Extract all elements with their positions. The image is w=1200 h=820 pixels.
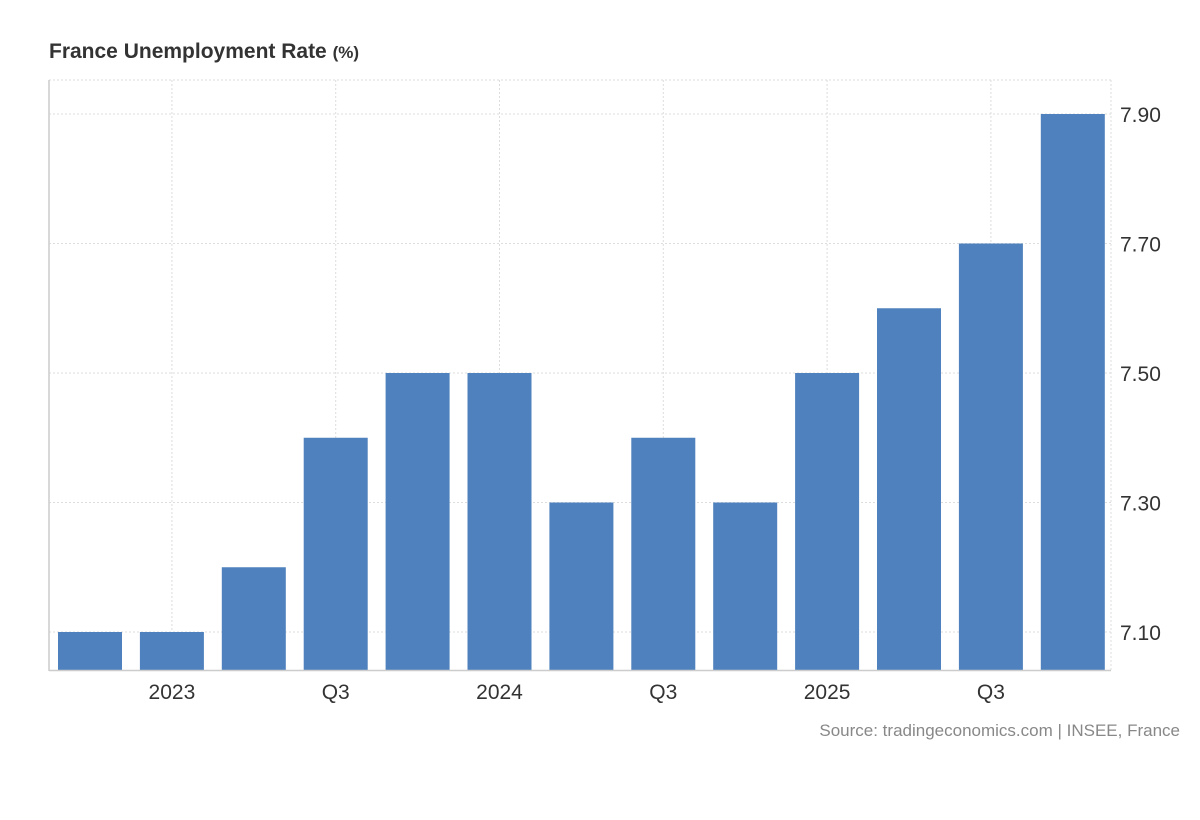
bar-q3-2024	[631, 437, 696, 670]
bar-q4-2024	[713, 502, 778, 670]
bar-q4-2022	[58, 632, 122, 670]
y-tick-label: 7.50	[1120, 363, 1161, 386]
bar-q1-2023	[139, 632, 204, 670]
y-tick-label: 7.90	[1120, 104, 1161, 127]
x-tick-label: 2023	[149, 681, 196, 704]
bar-q3-2025	[958, 243, 1023, 670]
bar-q2-2023	[221, 567, 286, 670]
bar-q4-2025	[1040, 114, 1105, 670]
bar-q1-2024	[467, 373, 532, 670]
bar-q2-2024	[549, 502, 614, 670]
x-tick-label: Q3	[649, 681, 677, 704]
title-text: France Unemployment Rate	[49, 40, 327, 63]
x-tick-label: Q3	[977, 681, 1005, 704]
bar-q4-2023	[385, 373, 450, 670]
x-tick-label: 2024	[476, 681, 523, 704]
x-tick-label: Q3	[322, 681, 350, 704]
y-tick-label: 7.70	[1120, 234, 1161, 257]
chart-title: France Unemployment Rate (%)	[49, 40, 359, 64]
bar-q2-2025	[877, 308, 941, 670]
y-tick-label: 7.30	[1120, 493, 1161, 516]
y-tick-label: 7.10	[1120, 622, 1161, 645]
source-note: Source: tradingeconomics.com | INSEE, Fr…	[819, 721, 1180, 740]
bar-q3-2023	[303, 437, 368, 670]
bar-q1-2025	[795, 373, 860, 670]
x-tick-label: 2025	[804, 681, 851, 704]
title-unit: (%)	[332, 43, 360, 62]
